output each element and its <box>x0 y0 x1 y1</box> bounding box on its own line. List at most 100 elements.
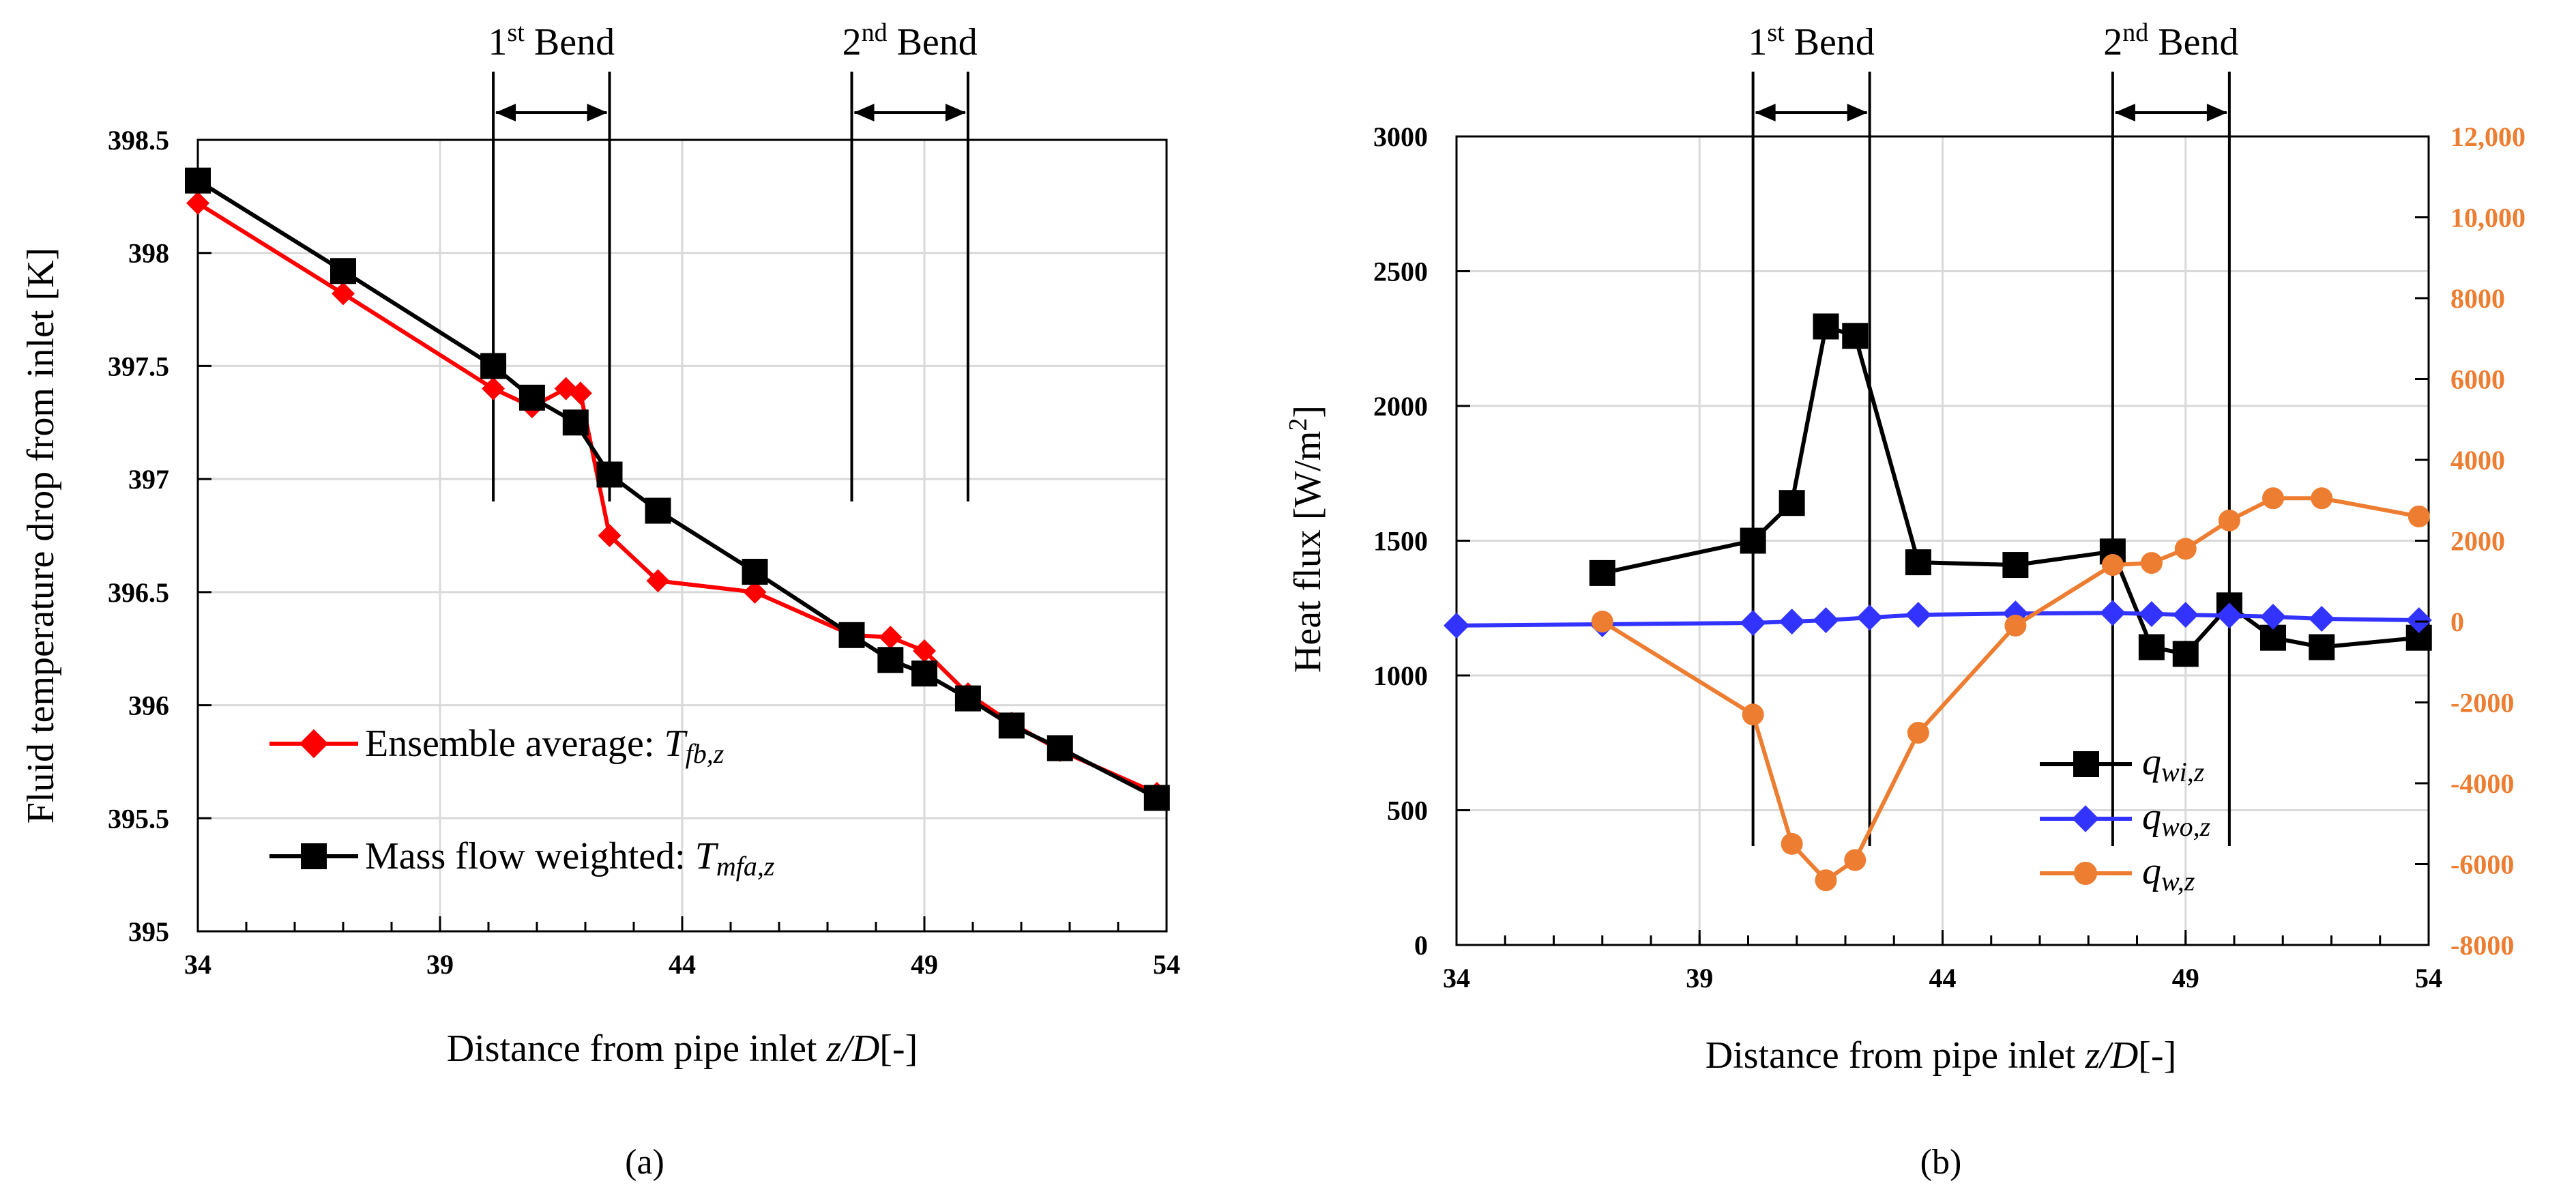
data-point-diamond <box>482 377 506 401</box>
legend-entry-qw: qw,z <box>2142 850 2195 897</box>
x-tick-label: 39 <box>426 949 454 980</box>
y-label-superscript: 2 <box>1284 418 1313 431</box>
panel-b-x-ticks: 34 39 44 49 54 <box>1443 930 2442 993</box>
data-point-square <box>1813 313 1839 340</box>
y-tick-label: 398 <box>128 238 169 269</box>
bend-number: 1 <box>1748 21 1767 63</box>
data-point-square <box>838 622 865 648</box>
bend-number: 2 <box>843 21 862 63</box>
y2-tick-label: 12,000 <box>2450 121 2526 152</box>
panel-b-x-axis-label: Distance from pipe inlet z/D[-] <box>1706 1034 2176 1077</box>
data-point-square <box>1143 785 1170 811</box>
x-label-unit: [-] <box>879 1028 918 1070</box>
data-point-diamond <box>2309 606 2335 632</box>
legend-entry-ensemble: Ensemble average: Tfb,z <box>365 723 724 769</box>
data-point-square <box>1046 735 1073 761</box>
legend-entry-qwo: qwo,z <box>2142 796 2211 842</box>
data-point-diamond <box>598 524 621 547</box>
data-point-diamond <box>1444 612 1469 639</box>
y-tick-label: 500 <box>1387 796 1428 826</box>
data-point-diamond <box>2138 600 2165 627</box>
panel-a-y-axis-label: Fluid temperature drop from inlet [K] <box>20 248 62 824</box>
bend-word: Bend <box>2148 21 2238 63</box>
data-point-square <box>2138 634 2165 660</box>
y-tick-label: 395 <box>128 916 169 947</box>
panel-b-y2-ticks: -8000 -6000 -4000 -2000 0 2000 4000 6000 8000 10,… <box>2415 121 2526 961</box>
x-label-variable: z/D <box>2084 1034 2138 1077</box>
panel-a-legend: Ensemble average: Tfb,z Mass flow weight… <box>269 723 775 882</box>
y-tick-label: 3000 <box>1373 121 1428 152</box>
bend-label: 1st Bend <box>1748 18 1875 63</box>
bend-label: 2nd Bend <box>2103 18 2238 63</box>
x-tick-label: 44 <box>1929 963 1957 993</box>
y-tick-label: 1000 <box>1373 660 1428 691</box>
y-tick-label: 1500 <box>1373 526 1428 557</box>
x-tick-label: 54 <box>1153 949 1180 980</box>
y2-tick-label: 2000 <box>2450 526 2505 557</box>
data-point-square <box>1740 527 1766 554</box>
data-point-diamond <box>2099 600 2126 626</box>
panel-b-y-ticks: 0 500 1000 1500 2000 2500 3000 <box>1373 121 1470 961</box>
y2-tick-label: -8000 <box>2450 930 2514 961</box>
y-tick-label: 395.5 <box>108 803 169 834</box>
x-tick-label: 54 <box>2415 963 2442 993</box>
panel-a-bends: 1st Bend 2nd Bend <box>488 18 978 501</box>
data-point-circle <box>2311 487 2333 510</box>
y2-tick-label: 8000 <box>2450 283 2505 314</box>
data-point-square <box>596 461 623 488</box>
legend-entry-mass-flow: Mass flow weighted: Tmfa,z <box>365 835 775 882</box>
bend-label: 2nd Bend <box>843 18 978 63</box>
data-point-diamond <box>646 569 670 593</box>
data-point-diamond <box>332 282 355 306</box>
y2-tick-label: -2000 <box>2450 688 2514 718</box>
y-tick-label: 398.5 <box>108 125 169 156</box>
legend-marker-square <box>2073 751 2099 777</box>
data-point-diamond <box>1813 607 1839 634</box>
panel-b-legend: qwi,z qwo,z qw,z <box>2040 741 2211 897</box>
legend-subscript: wo,z <box>2161 811 2211 842</box>
x-tick-label: 44 <box>669 949 696 980</box>
data-point-circle <box>1742 703 1764 726</box>
data-point-circle <box>2101 554 2124 577</box>
x-tick-label: 34 <box>1443 963 1470 993</box>
data-point-diamond <box>913 639 936 663</box>
arrowhead-right <box>2206 104 2227 121</box>
data-point-diamond <box>1779 609 1805 635</box>
x-label-unit: [-] <box>2138 1034 2176 1077</box>
data-point-square <box>518 384 545 411</box>
panel-a-y-ticks: 395 395.5 396 396.5 397 397.5 398 398.5 <box>108 125 211 947</box>
panel-a-chart: 1st Bend 2nd Bend 395395.5396396.5397397.… <box>20 18 1180 1182</box>
legend-marker-square <box>301 843 327 869</box>
legend-symbol: q <box>2142 796 2161 838</box>
y-tick-label: 396 <box>128 690 169 721</box>
data-point-diamond <box>2172 602 2199 628</box>
arrowhead-left <box>853 104 875 121</box>
bend-word: Bend <box>525 21 615 63</box>
legend-subscript: wi,z <box>2161 757 2205 787</box>
panel-a-x-axis-label: Distance from pipe inlet z/D[-] <box>447 1028 918 1070</box>
legend-marker-diamond <box>299 729 329 759</box>
bend-ordinal: nd <box>862 18 888 47</box>
data-point-diamond <box>2260 603 2286 630</box>
bend-number: 2 <box>2103 21 2122 63</box>
data-point-square <box>2002 552 2029 579</box>
y2-tick-label: 4000 <box>2450 445 2505 476</box>
data-point-diamond <box>2216 602 2242 629</box>
data-point-diamond <box>2405 607 2432 634</box>
data-point-circle <box>1591 611 1613 632</box>
data-point-diamond <box>879 626 903 650</box>
arrowhead-left <box>495 104 516 121</box>
panel-b-label: (b) <box>1920 1143 1962 1182</box>
arrowhead-left <box>1755 104 1776 121</box>
x-label-text: Distance from pipe inlet <box>447 1028 827 1070</box>
legend-marker-diamond <box>2072 805 2099 832</box>
data-point-square <box>877 647 904 673</box>
data-point-circle <box>2174 538 2197 560</box>
data-point-circle <box>2262 487 2284 510</box>
legend-subscript: mfa,z <box>716 851 775 882</box>
bend-ordinal: nd <box>2122 18 2148 47</box>
data-point-diamond <box>1856 605 1883 631</box>
panel-a-label: (a) <box>625 1143 664 1182</box>
y-label-text: Heat flux [W/m <box>1287 431 1329 673</box>
